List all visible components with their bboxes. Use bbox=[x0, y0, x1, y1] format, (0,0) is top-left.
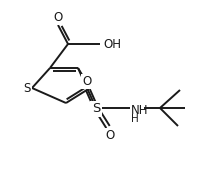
Text: S: S bbox=[92, 103, 100, 116]
Text: O: O bbox=[53, 11, 63, 24]
Text: O: O bbox=[105, 129, 115, 142]
Text: S: S bbox=[23, 82, 31, 95]
Text: OH: OH bbox=[103, 38, 121, 51]
Text: H: H bbox=[131, 114, 139, 124]
Text: O: O bbox=[82, 75, 92, 88]
Text: NH: NH bbox=[131, 104, 148, 117]
